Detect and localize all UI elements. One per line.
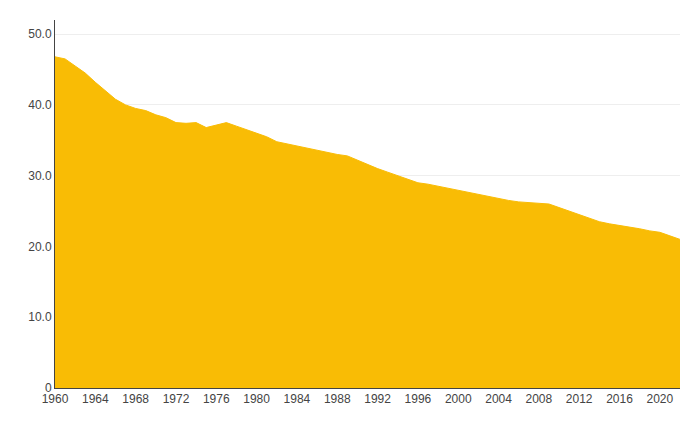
svg-text:1988: 1988 [324,392,351,406]
svg-text:1972: 1972 [163,392,190,406]
svg-text:2012: 2012 [566,392,593,406]
svg-text:2000: 2000 [445,392,472,406]
svg-text:40.0: 40.0 [28,98,52,112]
svg-text:1996: 1996 [405,392,432,406]
svg-text:1976: 1976 [203,392,230,406]
svg-text:50.0: 50.0 [28,27,52,41]
svg-text:1992: 1992 [364,392,391,406]
svg-text:20.0: 20.0 [28,240,52,254]
svg-text:10.0: 10.0 [28,310,52,324]
svg-text:1980: 1980 [243,392,270,406]
svg-text:1984: 1984 [284,392,311,406]
svg-text:1964: 1964 [82,392,109,406]
svg-text:2004: 2004 [485,392,512,406]
svg-text:2020: 2020 [646,392,673,406]
svg-text:0: 0 [45,381,52,395]
svg-text:30.0: 30.0 [28,169,52,183]
svg-text:2008: 2008 [526,392,553,406]
svg-text:1968: 1968 [122,392,149,406]
svg-text:1960: 1960 [42,392,69,406]
svg-text:2016: 2016 [606,392,633,406]
